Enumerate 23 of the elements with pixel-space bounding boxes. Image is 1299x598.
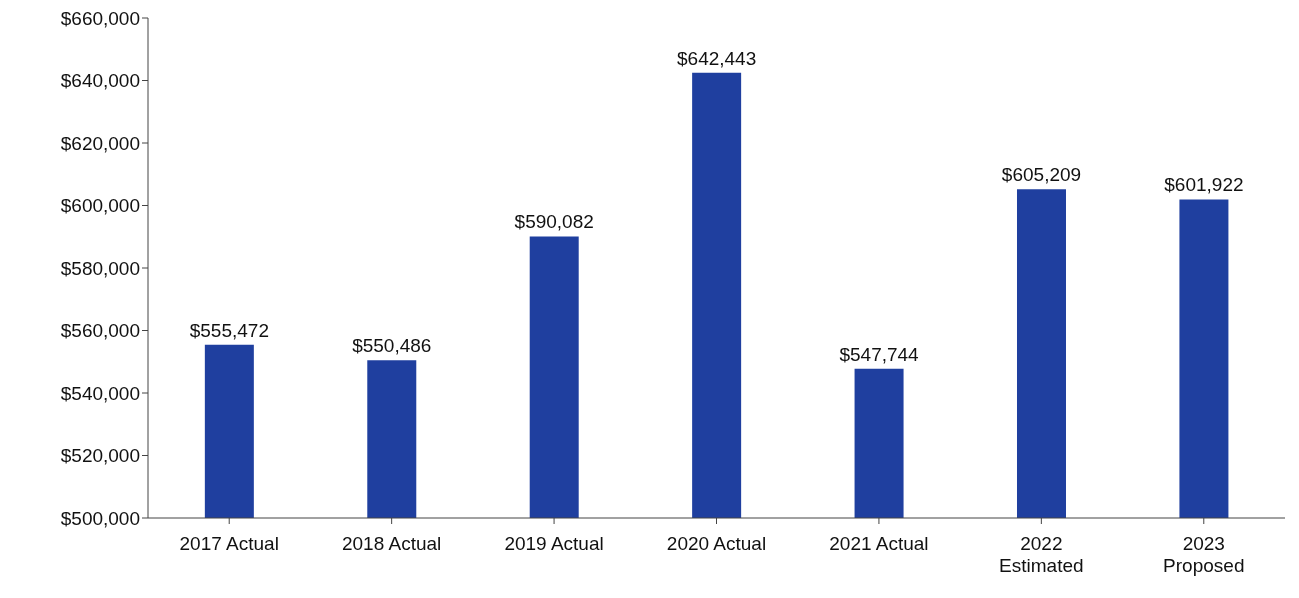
x-tick-label: 2019 Actual: [504, 533, 604, 554]
y-tick-label: $600,000: [60, 195, 140, 217]
data-label: $590,082: [514, 211, 594, 233]
x-tick-label: 2018 Actual: [341, 533, 442, 554]
y-tick-label: $640,000: [60, 70, 140, 92]
data-label: $642,443: [677, 47, 757, 69]
data-label: $550,486: [352, 335, 432, 357]
data-label: $601,922: [1164, 174, 1244, 196]
y-tick-label: $540,000: [60, 382, 140, 404]
y-tick-label: $580,000: [60, 257, 140, 279]
x-tick-label: 2020 Actual: [666, 533, 767, 554]
data-label: $547,744: [839, 343, 920, 365]
x-tick-label: 2017 Actual: [179, 533, 279, 554]
x-tick-label: 2023 Proposed: [1163, 533, 1245, 576]
y-tick-label: $660,000: [60, 7, 140, 29]
y-tick-label: $520,000: [60, 445, 140, 467]
y-tick-label: $500,000: [60, 507, 140, 529]
x-tick-label: 2021 Actual: [829, 533, 929, 554]
data-label: $605,209: [1001, 164, 1082, 186]
x-tick-label: 2022 Estimated: [999, 533, 1084, 576]
data-label: $555,472: [189, 319, 269, 341]
y-tick-label: $620,000: [60, 132, 140, 154]
y-tick-label: $560,000: [60, 320, 140, 342]
